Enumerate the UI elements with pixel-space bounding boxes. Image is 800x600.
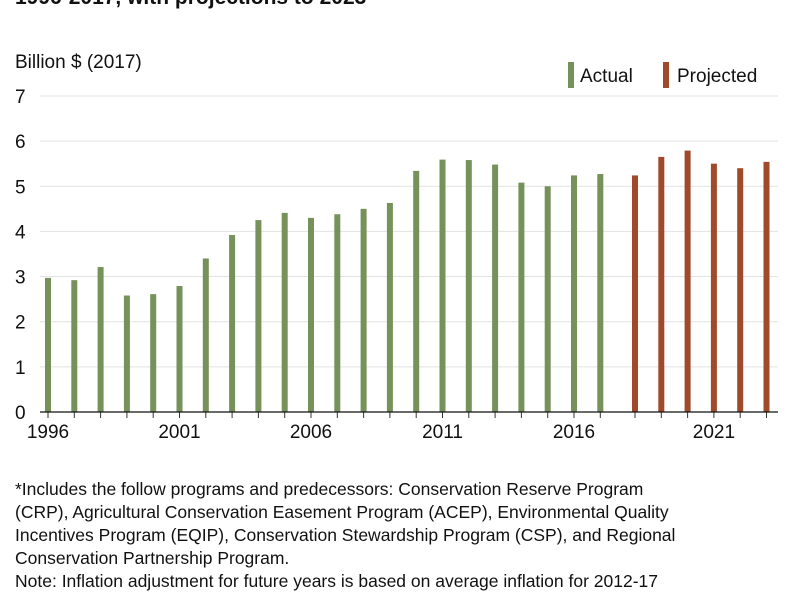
bar-actual-2011 — [439, 159, 446, 412]
bar-projected-2018 — [632, 175, 638, 412]
bar-projected-2022 — [737, 168, 744, 412]
bar-actual-1998 — [97, 267, 104, 412]
bar-actual-2010 — [413, 170, 420, 412]
footnote-line: Conservation Partnership Program. — [15, 548, 290, 568]
y-tick-label: 1 — [15, 358, 26, 379]
bar-chart: 0 1 2 3 4 5 6 7 Billion $ (2017) 1996 2001 2006 2011… — [15, 52, 778, 443]
bar-actual-2009 — [386, 202, 393, 412]
bar-actual-2006 — [308, 217, 314, 412]
x-tick-label: 2016 — [553, 422, 595, 443]
bar-actual-2004 — [255, 220, 262, 412]
y-tick-label: 2 — [15, 313, 26, 334]
footnote-line: Note: Inflation adjustment for future ye… — [15, 571, 659, 591]
legend-swatch-actual — [568, 62, 574, 88]
legend-label-actual: Actual — [580, 66, 633, 87]
y-tick-label: 7 — [15, 87, 26, 108]
x-tick-label: 2021 — [693, 422, 735, 443]
bar-projected-2019 — [658, 156, 665, 412]
bar-actual-2014 — [518, 182, 525, 412]
y-tick-label: 0 — [15, 403, 26, 424]
chart-title: 1996-2017, with projections to 2023 — [15, 0, 366, 10]
bar-actual-2017 — [597, 174, 604, 412]
legend-label-projected: Projected — [677, 66, 757, 87]
bar-actual-2005 — [281, 212, 288, 412]
x-tick-label: 2006 — [290, 422, 332, 443]
y-axis-label: Billion $ (2017) — [15, 52, 142, 73]
bar-actual-2013 — [492, 164, 499, 412]
legend-swatch-projected — [663, 62, 669, 88]
bar-actual-1996 — [45, 277, 51, 412]
bar-projected-2023 — [763, 161, 770, 412]
footnotes: *Includes the follow programs and predec… — [15, 478, 800, 593]
y-tick-label: 5 — [15, 177, 26, 198]
bar-projected-2020 — [684, 150, 691, 413]
y-tick-label: 4 — [15, 222, 26, 243]
x-tick-label: 2001 — [158, 422, 200, 443]
bar-actual-2012 — [465, 160, 472, 412]
x-tick-label: 2011 — [422, 422, 463, 443]
bar-actual-2003 — [229, 235, 236, 412]
bar-actual-2002 — [202, 258, 209, 412]
bar-actual-2015 — [544, 186, 551, 412]
bar-actual-1999 — [123, 295, 130, 412]
y-tick-label: 6 — [15, 132, 26, 153]
bar-actual-2016 — [571, 175, 577, 412]
x-tick-label: 1996 — [27, 422, 69, 443]
bar-actual-1997 — [71, 280, 78, 412]
y-tick-label: 3 — [15, 268, 26, 289]
bar-actual-2000 — [150, 294, 157, 412]
footnote-line: *Includes the follow programs and predec… — [15, 479, 644, 499]
footnote-line: Incentives Program (EQIP), Conservation … — [15, 525, 676, 545]
bar-actual-2001 — [176, 286, 183, 412]
bar-actual-2007 — [334, 214, 341, 412]
bar-actual-2008 — [360, 208, 367, 412]
footnote-line: (CRP), Agricultural Conservation Easemen… — [15, 502, 669, 522]
bar-projected-2021 — [710, 163, 717, 412]
